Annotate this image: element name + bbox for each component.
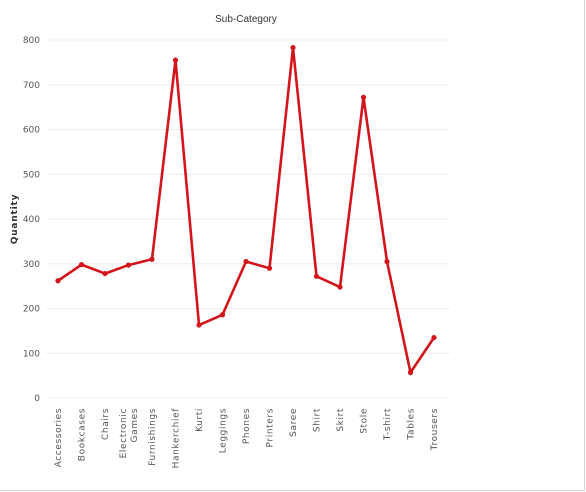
series-layer xyxy=(55,45,436,375)
y-tick-label: 500 xyxy=(23,170,40,180)
x-tick-label-line: Furnishings xyxy=(148,408,158,466)
y-tick-label: 700 xyxy=(23,81,40,91)
x-tick-label: Kurti xyxy=(195,408,205,432)
data-point[interactable] xyxy=(290,45,295,50)
y-tick-label: 0 xyxy=(34,394,40,404)
y-axis-ticks: 0 100 200 300 400 500 600 700 800 xyxy=(23,36,40,404)
x-tick-label-line: Electronic xyxy=(119,408,129,458)
x-tick-label-line: T-shirt xyxy=(383,408,393,441)
y-tick-label: 300 xyxy=(23,260,40,270)
y-tick-label: 600 xyxy=(23,126,40,136)
series-line xyxy=(58,48,434,373)
y-tick-label: 100 xyxy=(23,349,40,359)
x-tick-label-line: Skirt xyxy=(336,408,346,432)
data-point[interactable] xyxy=(196,322,201,327)
data-point[interactable] xyxy=(267,266,272,271)
data-point[interactable] xyxy=(79,262,84,267)
x-tick-label: Saree xyxy=(289,408,299,437)
y-tick-label: 400 xyxy=(23,215,40,225)
data-point[interactable] xyxy=(314,274,319,279)
x-tick-label-line: Games xyxy=(130,408,140,442)
y-axis-label: Quantity xyxy=(10,194,20,245)
x-tick-label: Hankerchief xyxy=(172,408,182,469)
x-tick-label-line: Kurti xyxy=(195,408,205,432)
data-point[interactable] xyxy=(220,312,225,317)
data-point[interactable] xyxy=(384,259,389,264)
x-tick-label-line: Chairs xyxy=(101,408,111,440)
x-tick-label-line: Printers xyxy=(266,408,276,447)
x-tick-label: Tables xyxy=(407,408,417,441)
data-point[interactable] xyxy=(361,95,366,100)
data-point[interactable] xyxy=(243,259,248,264)
x-tick-label: Leggings xyxy=(219,408,229,453)
x-tick-label: Furnishings xyxy=(148,408,158,466)
x-tick-label: Trousers xyxy=(430,408,440,451)
x-tick-label-line: Hankerchief xyxy=(172,408,182,469)
x-tick-label: Skirt xyxy=(336,408,346,432)
x-tick-label-line: Shirt xyxy=(313,408,323,432)
x-tick-label: T-shirt xyxy=(383,408,393,441)
x-tick-label: Shirt xyxy=(313,408,323,432)
x-tick-label-line: Saree xyxy=(289,408,299,437)
data-point[interactable] xyxy=(173,58,178,63)
data-point[interactable] xyxy=(102,271,107,276)
data-point[interactable] xyxy=(408,370,413,375)
x-tick-label-line: Bookcases xyxy=(78,408,88,461)
x-tick-label-line: Leggings xyxy=(219,408,229,453)
x-tick-label: Stole xyxy=(360,408,370,434)
x-tick-label: Bookcases xyxy=(78,408,88,461)
x-tick-label: Accessories xyxy=(54,408,64,467)
x-tick-label-line: Phones xyxy=(242,408,252,444)
x-tick-label-line: Tables xyxy=(407,408,417,441)
x-axis-ticks: Accessories Bookcases Chairs Electronic Game… xyxy=(54,408,440,469)
y-tick-label: 200 xyxy=(23,305,40,315)
x-tick-label: Printers xyxy=(266,408,276,447)
chart-title: Sub-Category xyxy=(215,14,277,25)
data-point[interactable] xyxy=(431,335,436,340)
gridlines xyxy=(46,40,450,398)
x-tick-label-line: Accessories xyxy=(54,408,64,467)
data-point[interactable] xyxy=(337,284,342,289)
data-point[interactable] xyxy=(149,257,154,262)
x-tick-label-line: Trousers xyxy=(430,408,440,451)
data-point[interactable] xyxy=(55,278,60,283)
y-tick-label: 800 xyxy=(23,36,40,46)
data-point[interactable] xyxy=(126,262,131,267)
x-tick-label: Electronic Games xyxy=(119,408,140,458)
x-tick-label-line: Stole xyxy=(360,408,370,434)
x-tick-label: Chairs xyxy=(101,408,111,440)
x-tick-label: Phones xyxy=(242,408,252,444)
